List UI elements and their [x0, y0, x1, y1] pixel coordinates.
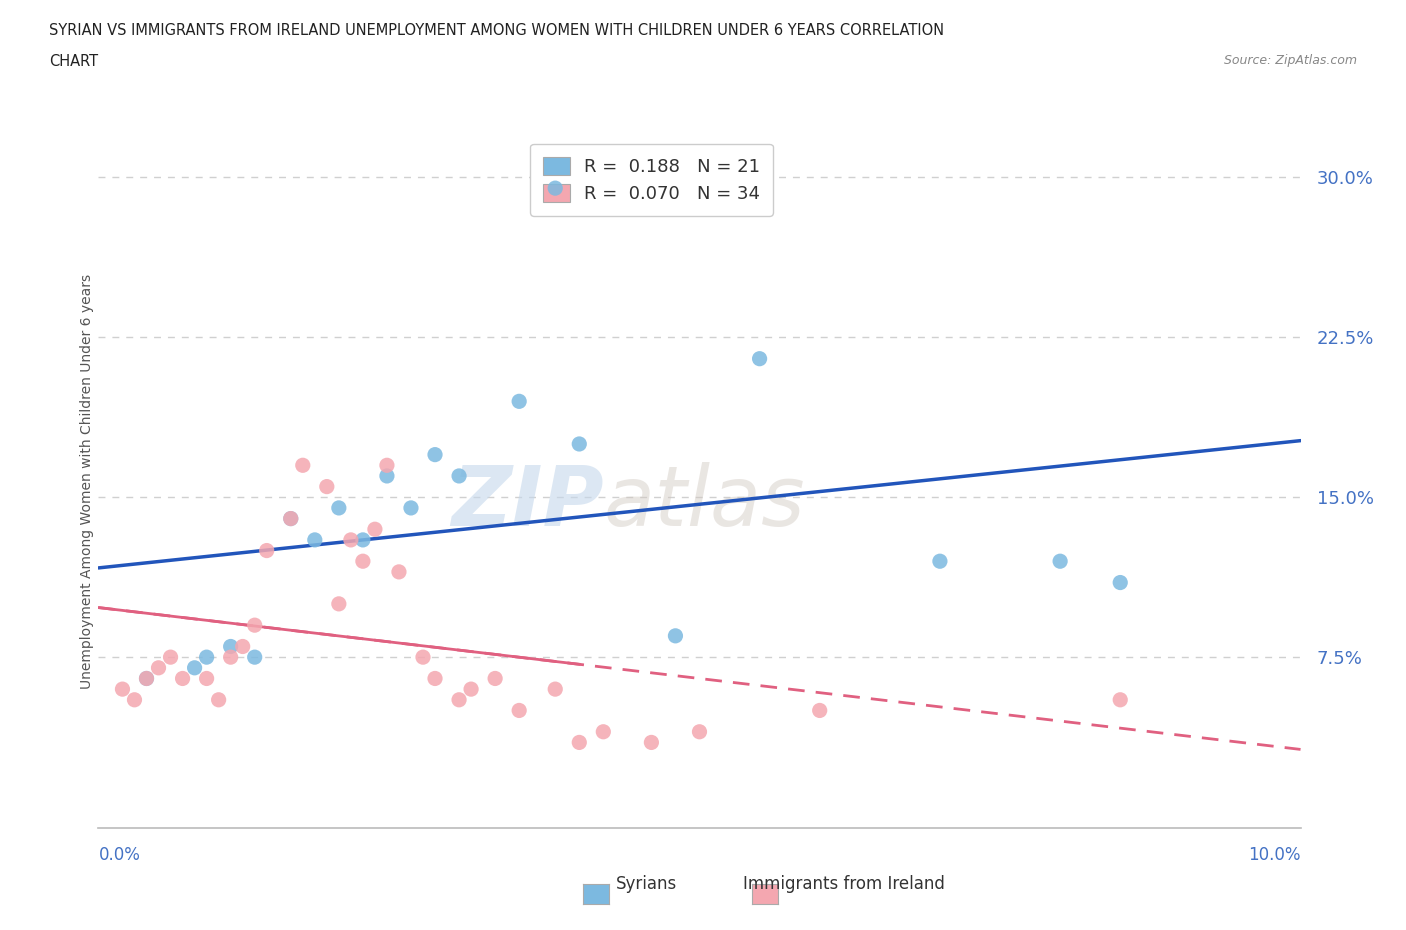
Text: CHART: CHART [49, 54, 98, 69]
Text: Source: ZipAtlas.com: Source: ZipAtlas.com [1223, 54, 1357, 67]
Legend: R =  0.188   N = 21, R =  0.070   N = 34: R = 0.188 N = 21, R = 0.070 N = 34 [530, 144, 773, 216]
Point [328, 500, 350, 515]
Text: atlas: atlas [603, 461, 806, 542]
Point [232, 639, 254, 654]
Point [195, 671, 218, 686]
Text: SYRIAN VS IMMIGRANTS FROM IRELAND UNEMPLOYMENT AMONG WOMEN WITH CHILDREN UNDER 6: SYRIAN VS IMMIGRANTS FROM IRELAND UNEMPL… [49, 23, 945, 38]
Point [399, 500, 422, 515]
Text: Immigrants from Ireland: Immigrants from Ireland [742, 875, 945, 893]
Point [544, 682, 567, 697]
Point [135, 671, 157, 686]
Point [208, 692, 231, 707]
Point [340, 533, 363, 548]
Point [508, 394, 530, 409]
Point [375, 469, 398, 484]
Point [640, 735, 662, 750]
Point [280, 512, 302, 526]
Point [124, 692, 146, 707]
Point [748, 352, 770, 366]
Point [291, 458, 314, 472]
Text: Syrians: Syrians [616, 875, 678, 893]
Point [1109, 575, 1132, 590]
Point [111, 682, 134, 697]
Point [484, 671, 506, 686]
Point [388, 565, 411, 579]
Point [352, 533, 374, 548]
Point [352, 553, 374, 568]
Point [688, 724, 710, 739]
Point [183, 660, 205, 675]
Point [460, 682, 482, 697]
Point [544, 180, 567, 195]
Point [172, 671, 194, 686]
Point [592, 724, 614, 739]
Point [135, 671, 157, 686]
Point [315, 479, 337, 494]
Y-axis label: Unemployment Among Women with Children Under 6 years: Unemployment Among Women with Children U… [80, 273, 94, 689]
Text: 0.0%: 0.0% [98, 846, 141, 864]
Point [304, 533, 326, 548]
Point [1109, 692, 1132, 707]
Text: 10.0%: 10.0% [1249, 846, 1301, 864]
Point [568, 735, 591, 750]
Point [280, 512, 302, 526]
Point [375, 458, 398, 472]
Point [447, 469, 470, 484]
Point [256, 543, 278, 558]
Point [219, 650, 242, 665]
Point [243, 650, 266, 665]
Point [159, 650, 181, 665]
Point [195, 650, 218, 665]
Point [447, 692, 470, 707]
Point [243, 618, 266, 632]
Point [664, 629, 686, 644]
Point [423, 447, 446, 462]
Point [219, 639, 242, 654]
Point [1049, 553, 1071, 568]
Point [423, 671, 446, 686]
Point [364, 522, 387, 537]
Point [808, 703, 831, 718]
Point [412, 650, 434, 665]
Text: ZIP: ZIP [451, 461, 603, 542]
Point [148, 660, 170, 675]
Point [929, 553, 952, 568]
Point [328, 596, 350, 611]
Point [568, 436, 591, 451]
Point [508, 703, 530, 718]
